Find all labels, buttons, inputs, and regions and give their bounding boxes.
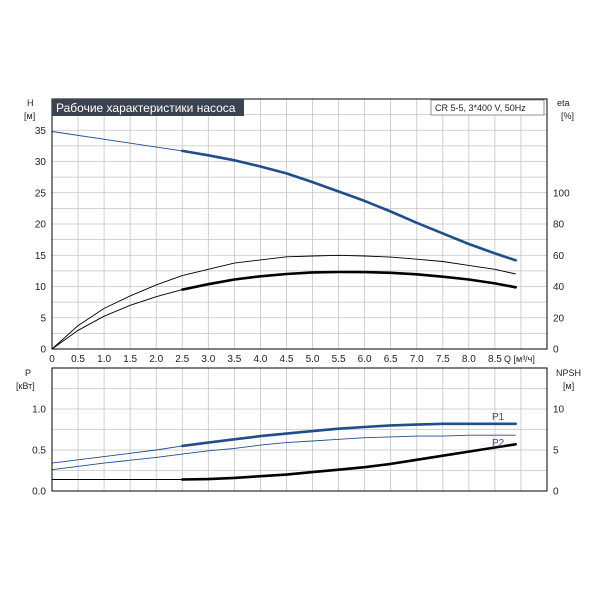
series-0-2-thick	[181, 270, 518, 291]
series-0-0-thick	[181, 149, 518, 262]
right-tick-label: 0	[553, 487, 559, 498]
x-tick-label: 3.0	[201, 354, 215, 365]
title-box	[52, 99, 244, 116]
left-tick-label: 25	[35, 188, 47, 199]
x-tick-label: 6.0	[358, 354, 372, 365]
right-tick-label: 100	[553, 188, 570, 199]
series-0-0-thin	[51, 131, 183, 152]
left-tick-label: 35	[35, 126, 47, 137]
text-layer: Рабочие характеристики насоса CR 5-5, 3*…	[16, 98, 581, 498]
left-tick-label: 0	[40, 345, 46, 356]
series-1-0-thick	[181, 422, 518, 448]
x-tick-label: 1.5	[123, 354, 137, 365]
series-0-1-thin	[51, 254, 516, 350]
left-tick-label: 0.5	[32, 446, 46, 457]
plot-frame	[51, 367, 548, 492]
left-tick-label: 15	[35, 251, 47, 262]
x-tick-label: 2.0	[149, 354, 163, 365]
right-tick-label: 5	[553, 446, 559, 457]
series-1-2-thick	[181, 442, 518, 481]
x-tick-label: 7.0	[410, 354, 424, 365]
left-tick-label: 1.0	[32, 405, 46, 416]
q-axis-label: Q [м³/ч]	[504, 354, 535, 364]
h-axis-unit: [м]	[24, 111, 35, 121]
frame-layer	[51, 98, 548, 492]
x-tick-label: 5.5	[332, 354, 346, 365]
right-tick-label: 10	[553, 405, 565, 416]
plot-frame	[51, 98, 548, 350]
series-0-2-thin	[51, 289, 183, 350]
x-tick-label: 8.0	[462, 354, 476, 365]
right-tick-label: 80	[553, 220, 565, 231]
left-tick-label: 10	[35, 282, 47, 293]
x-tick-label: 6.5	[384, 354, 398, 365]
eta-axis-label: eta	[557, 98, 570, 108]
x-tick-label: 4.5	[280, 354, 294, 365]
p-axis-label: P	[25, 368, 31, 378]
series-1-1-thin	[51, 434, 516, 471]
curve-layer	[51, 131, 518, 481]
left-tick-label: 20	[35, 220, 47, 231]
p-axis-unit: [кВт]	[16, 381, 35, 391]
right-tick-label: 20	[553, 313, 565, 324]
series-1-0-thin	[51, 445, 183, 464]
series-label-p2: P2	[492, 438, 505, 449]
left-tick-label: 0.0	[32, 487, 46, 498]
h-axis-label: H	[27, 98, 34, 108]
right-tick-label: 60	[553, 251, 565, 262]
grid-layer	[52, 99, 547, 491]
x-tick-label: 8.5	[488, 354, 502, 365]
eta-axis-unit: [%]	[561, 111, 574, 121]
right-tick-label: 40	[553, 282, 565, 293]
left-tick-label: 30	[35, 157, 47, 168]
npsh-axis-label: NPSH	[556, 368, 581, 378]
x-tick-label: 2.5	[175, 354, 189, 365]
x-tick-label: 5.0	[306, 354, 320, 365]
x-tick-label: 0	[49, 354, 55, 365]
info-box	[430, 99, 545, 116]
left-tick-label: 5	[40, 313, 46, 324]
x-tick-label: 3.5	[227, 354, 241, 365]
chart-subtitle: CR 5-5, 3*400 V, 50Hz	[435, 103, 526, 113]
series-label-p1: P1	[492, 412, 505, 423]
right-tick-label: 0	[553, 345, 559, 356]
chart-title: Рабочие характеристики насоса	[56, 101, 236, 115]
npsh-axis-unit: [м]	[563, 381, 574, 391]
x-tick-label: 1.0	[97, 354, 111, 365]
x-tick-label: 4.0	[253, 354, 267, 365]
x-tick-label: 7.5	[436, 354, 450, 365]
x-tick-label: 0.5	[71, 354, 85, 365]
